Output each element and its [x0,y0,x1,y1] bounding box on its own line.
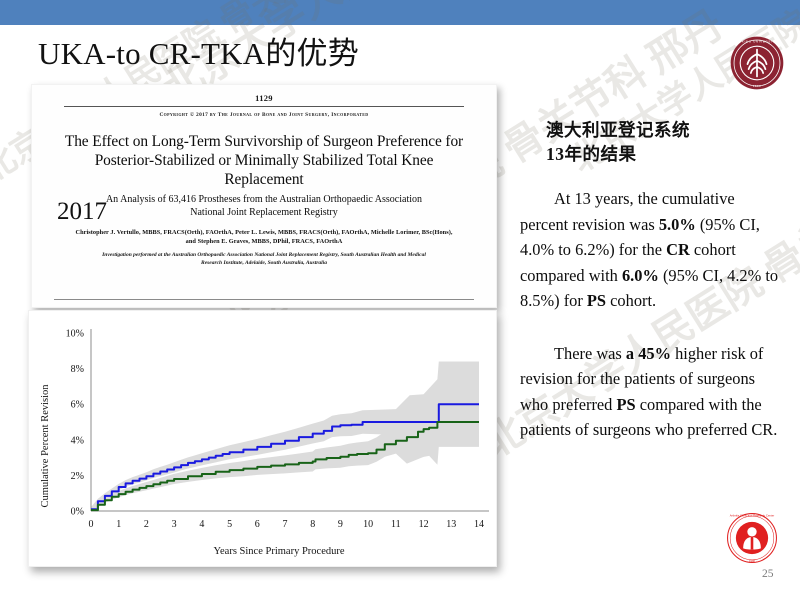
x-tick-label: 6 [255,519,260,530]
x-tick-label: 2 [144,519,149,530]
svg-text:1898: 1898 [753,84,761,88]
x-tick-label: 13 [446,519,456,530]
x-tick-label: 8 [310,519,315,530]
paper-copyright: Copyright © 2017 by The Journal of Bone … [159,112,369,118]
arthritis-clinic-logo-icon: Arthritis Clinic and Research Center · 1… [727,513,777,563]
x-tick-label: 11 [391,519,401,530]
y-axis-label: Cumulative Percent Revision [40,384,51,508]
paper-subtitle: An Analysis of 63,416 Prostheses from th… [105,194,423,218]
y-tick-label: 8% [71,364,84,375]
p1-t4: (95% CI, 4.2% to 8.5%) for [520,265,779,311]
p2-t2: higher risk of revision for the patients… [520,343,764,414]
paper-authors: Christopher J. Vertullo, MBBS, FRACS(Ort… [75,229,453,245]
p1-b1: 5.0% [658,214,696,234]
result-paragraph-2: There was a 45% higher risk of revision … [520,341,786,443]
right-text-column: 澳大利亚登记系统 13年的结果 At 13 years, the cumulat… [520,118,786,459]
x-tick-label: 5 [227,519,232,530]
x-tick-label: 14 [474,519,484,530]
x-axis-tick-labels: 0 1 2 3 4 5 6 7 8 9 10 11 12 13 14 [89,519,485,530]
p1-t1: At 13 years, the cumulative percent revi… [520,189,735,234]
svg-text:· 1990 ·: · 1990 · [747,559,757,563]
chinese-heading: 澳大利亚登记系统 13年的结果 [520,118,786,166]
cumulative-percent-revision-chart: 0%2%4%6%8%10% 0 1 2 3 4 5 6 7 8 9 10 11 12 13 14 Cumul… [29,311,496,566]
p1-t2: (95% CI, 4.0% to 6.2%) for the [520,214,760,260]
chinese-heading-line1: 澳大利亚登记系统 [546,120,690,140]
y-tick-label: 10% [66,329,84,340]
x-tick-label: 7 [283,519,288,530]
x-tick-label: 1 [116,519,121,530]
p1-t5: cohort. [606,291,657,310]
series-line [91,421,479,512]
y-axis-tick-labels: 0% 2% 4% 6% 8% 10% [66,329,84,518]
paper-footer-rule [54,299,474,300]
chart-series [91,403,479,512]
ci-band [91,399,479,511]
slide-accent-band-underline [0,25,800,28]
x-tick-label: 3 [172,519,177,530]
paper-institution: Investigation performed at the Australia… [102,252,426,266]
y-tick-label: 4% [71,435,84,446]
svg-text:PEKING UNIVERSITY: PEKING UNIVERSITY [737,39,778,43]
peking-university-seal-icon: PEKING UNIVERSITY 1898 [730,36,784,90]
p2-t1: There was [554,343,626,363]
p2-b2: PS [616,394,636,414]
x-tick-label: 12 [419,519,429,530]
confidence-interval-bands [91,361,479,511]
p1-b4: PS [586,291,607,310]
slide-page-number: 25 [762,568,774,580]
p2-b1: a 45% [625,343,671,363]
x-tick-label: 4 [199,519,204,530]
x-tick-label: 0 [89,519,94,530]
p1-t3: cohort compared with [520,240,736,285]
chart-axes [90,329,489,512]
slide-accent-band [0,0,800,25]
x-tick-label: 9 [338,519,343,530]
survivorship-chart-screenshot: 0% 2% 4% 6% 8% 10% 0 1 2 3 4 5 6 7 8 9 10 11 12 13 14 Cumul… [28,310,497,567]
paper-title: The Effect on Long-Term Survivorship of … [64,133,464,188]
year-annotation: 2017 [57,198,107,225]
series-line [91,403,479,511]
journal-paper-screenshot: 1129 Copyright © 2017 by The Journal of … [31,84,497,308]
x-axis-label: Years Since Primary Procedure [213,546,344,557]
p2-t3: compared with the patients of surgeons w… [520,394,778,440]
svg-text:Arthritis Clinic and Research: Arthritis Clinic and Research Center [730,514,775,518]
y-tick-label: 2% [71,471,84,482]
page-title: UKA-to CR-TKA的优势 [38,36,359,71]
y-tick-label: 0% [71,507,84,518]
ci-band [91,361,479,511]
y-tick-label: 6% [71,400,84,411]
paper-header-rule [64,106,464,107]
p1-b3: 6.0% [621,265,659,285]
x-tick-label: 10 [363,519,373,530]
p1-b2: CR [666,240,690,259]
paper-page-number: 1129 [255,93,273,103]
chinese-heading-line2: 13年的结果 [546,144,637,164]
result-paragraph-1: At 13 years, the cumulative percent revi… [520,186,786,314]
